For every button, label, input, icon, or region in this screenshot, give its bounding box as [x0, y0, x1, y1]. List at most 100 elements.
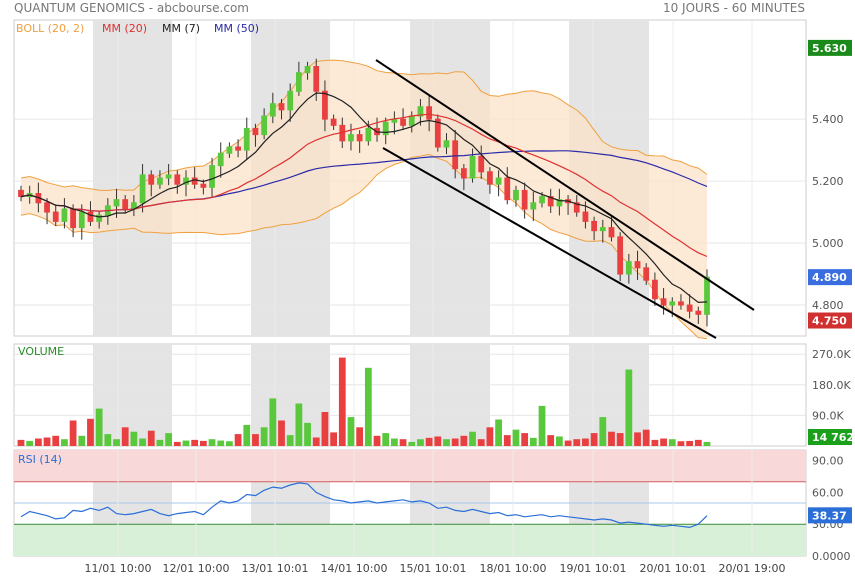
price-label: 4.890: [812, 271, 847, 284]
volume-bar: [243, 424, 251, 446]
candle-body: [660, 298, 667, 306]
volume-bar: [590, 433, 598, 446]
volume-bar: [547, 435, 555, 446]
volume-bar: [278, 420, 285, 446]
volume-bar: [295, 403, 303, 446]
candle: [686, 294, 693, 319]
candle-body: [478, 155, 485, 173]
volume-bar: [139, 438, 146, 446]
volume-bar: [460, 435, 468, 446]
candle: [504, 167, 511, 205]
volume-bar: [208, 439, 216, 446]
volume-bar: [408, 441, 416, 446]
candle: [287, 83, 294, 122]
candle-body: [573, 202, 580, 213]
volume-bar: [391, 438, 398, 446]
volume-bar: [17, 439, 25, 446]
volume-bar: [477, 439, 485, 446]
candle-body: [330, 118, 337, 126]
candle-body: [504, 177, 511, 201]
candle: [487, 167, 493, 194]
volume-bar: [538, 405, 546, 446]
candle: [174, 170, 181, 194]
volume-bar: [495, 419, 502, 446]
candle-body: [434, 118, 441, 148]
candle: [217, 142, 224, 178]
volume-bar: [555, 436, 563, 446]
rsi-tick-label: 60.00: [812, 486, 844, 499]
volume-bar: [312, 437, 320, 446]
candle: [556, 188, 563, 216]
candle: [261, 108, 268, 140]
candle: [625, 253, 632, 284]
candle-body: [408, 115, 415, 126]
candle-body: [287, 90, 294, 111]
volume-bar: [226, 441, 233, 446]
volume-bar: [599, 417, 607, 446]
volume-bar: [52, 435, 60, 446]
candle: [330, 114, 337, 130]
candle: [460, 164, 467, 191]
volume-bar: [173, 441, 181, 446]
candle-body: [678, 301, 684, 306]
candle-body: [634, 261, 641, 269]
rsi-current-label: 38.37: [812, 509, 847, 522]
volume-bar: [425, 437, 433, 446]
session-band: [410, 20, 490, 336]
volume-bar: [382, 433, 390, 446]
candle-body: [452, 140, 459, 170]
volume-bar: [34, 438, 42, 446]
candle: [660, 287, 667, 315]
candle: [695, 306, 702, 324]
candle-body: [243, 127, 250, 151]
session-band: [569, 344, 649, 446]
candle-body: [96, 214, 103, 222]
candle: [678, 294, 684, 310]
candle-body: [122, 199, 129, 210]
candle-body: [209, 165, 215, 188]
candle: [495, 170, 502, 197]
rsi-label: RSI (14): [18, 453, 62, 466]
candle-body: [487, 171, 493, 185]
volume-last-box: [808, 429, 852, 445]
legend-boll: BOLL (20, 2): [16, 22, 84, 35]
candle-body: [295, 72, 302, 92]
price-label-box: [808, 39, 852, 56]
candle-body: [18, 189, 24, 198]
candle: [634, 250, 641, 280]
candle-body: [313, 65, 320, 92]
volume-bar: [26, 440, 34, 446]
candle: [617, 232, 624, 282]
price-label: 5.630: [812, 42, 847, 55]
trendline-lower: [382, 147, 717, 339]
volume-bar: [147, 430, 155, 446]
volume-bar: [573, 439, 581, 446]
candle-body: [348, 134, 354, 142]
volume-bar: [199, 440, 207, 446]
volume-bar: [634, 432, 641, 446]
candle: [599, 219, 606, 243]
x-tick-label: 13/01 10:01: [242, 562, 309, 575]
volume-bar: [434, 436, 442, 446]
mm7-line: [20, 92, 708, 304]
volume-bar: [321, 412, 329, 446]
candle-body: [226, 146, 233, 154]
candle-body: [261, 115, 268, 136]
candle-body: [643, 267, 650, 281]
volume-bar: [443, 439, 450, 446]
candle-body: [139, 174, 146, 204]
candle-body: [382, 121, 389, 136]
candle-body: [582, 211, 589, 222]
x-tick-label: 20/01 10:01: [640, 562, 707, 575]
volume-bar: [373, 435, 381, 446]
volume-bar: [217, 440, 225, 446]
volume-bar: [87, 418, 94, 446]
volume-bar: [616, 433, 624, 446]
volume-bar: [417, 439, 424, 446]
candle-body: [530, 202, 537, 210]
x-tick-label: 11/01 10:00: [85, 562, 152, 575]
price-label-box: [808, 269, 852, 286]
volume-bar: [686, 440, 694, 446]
volume-bar: [625, 369, 633, 446]
